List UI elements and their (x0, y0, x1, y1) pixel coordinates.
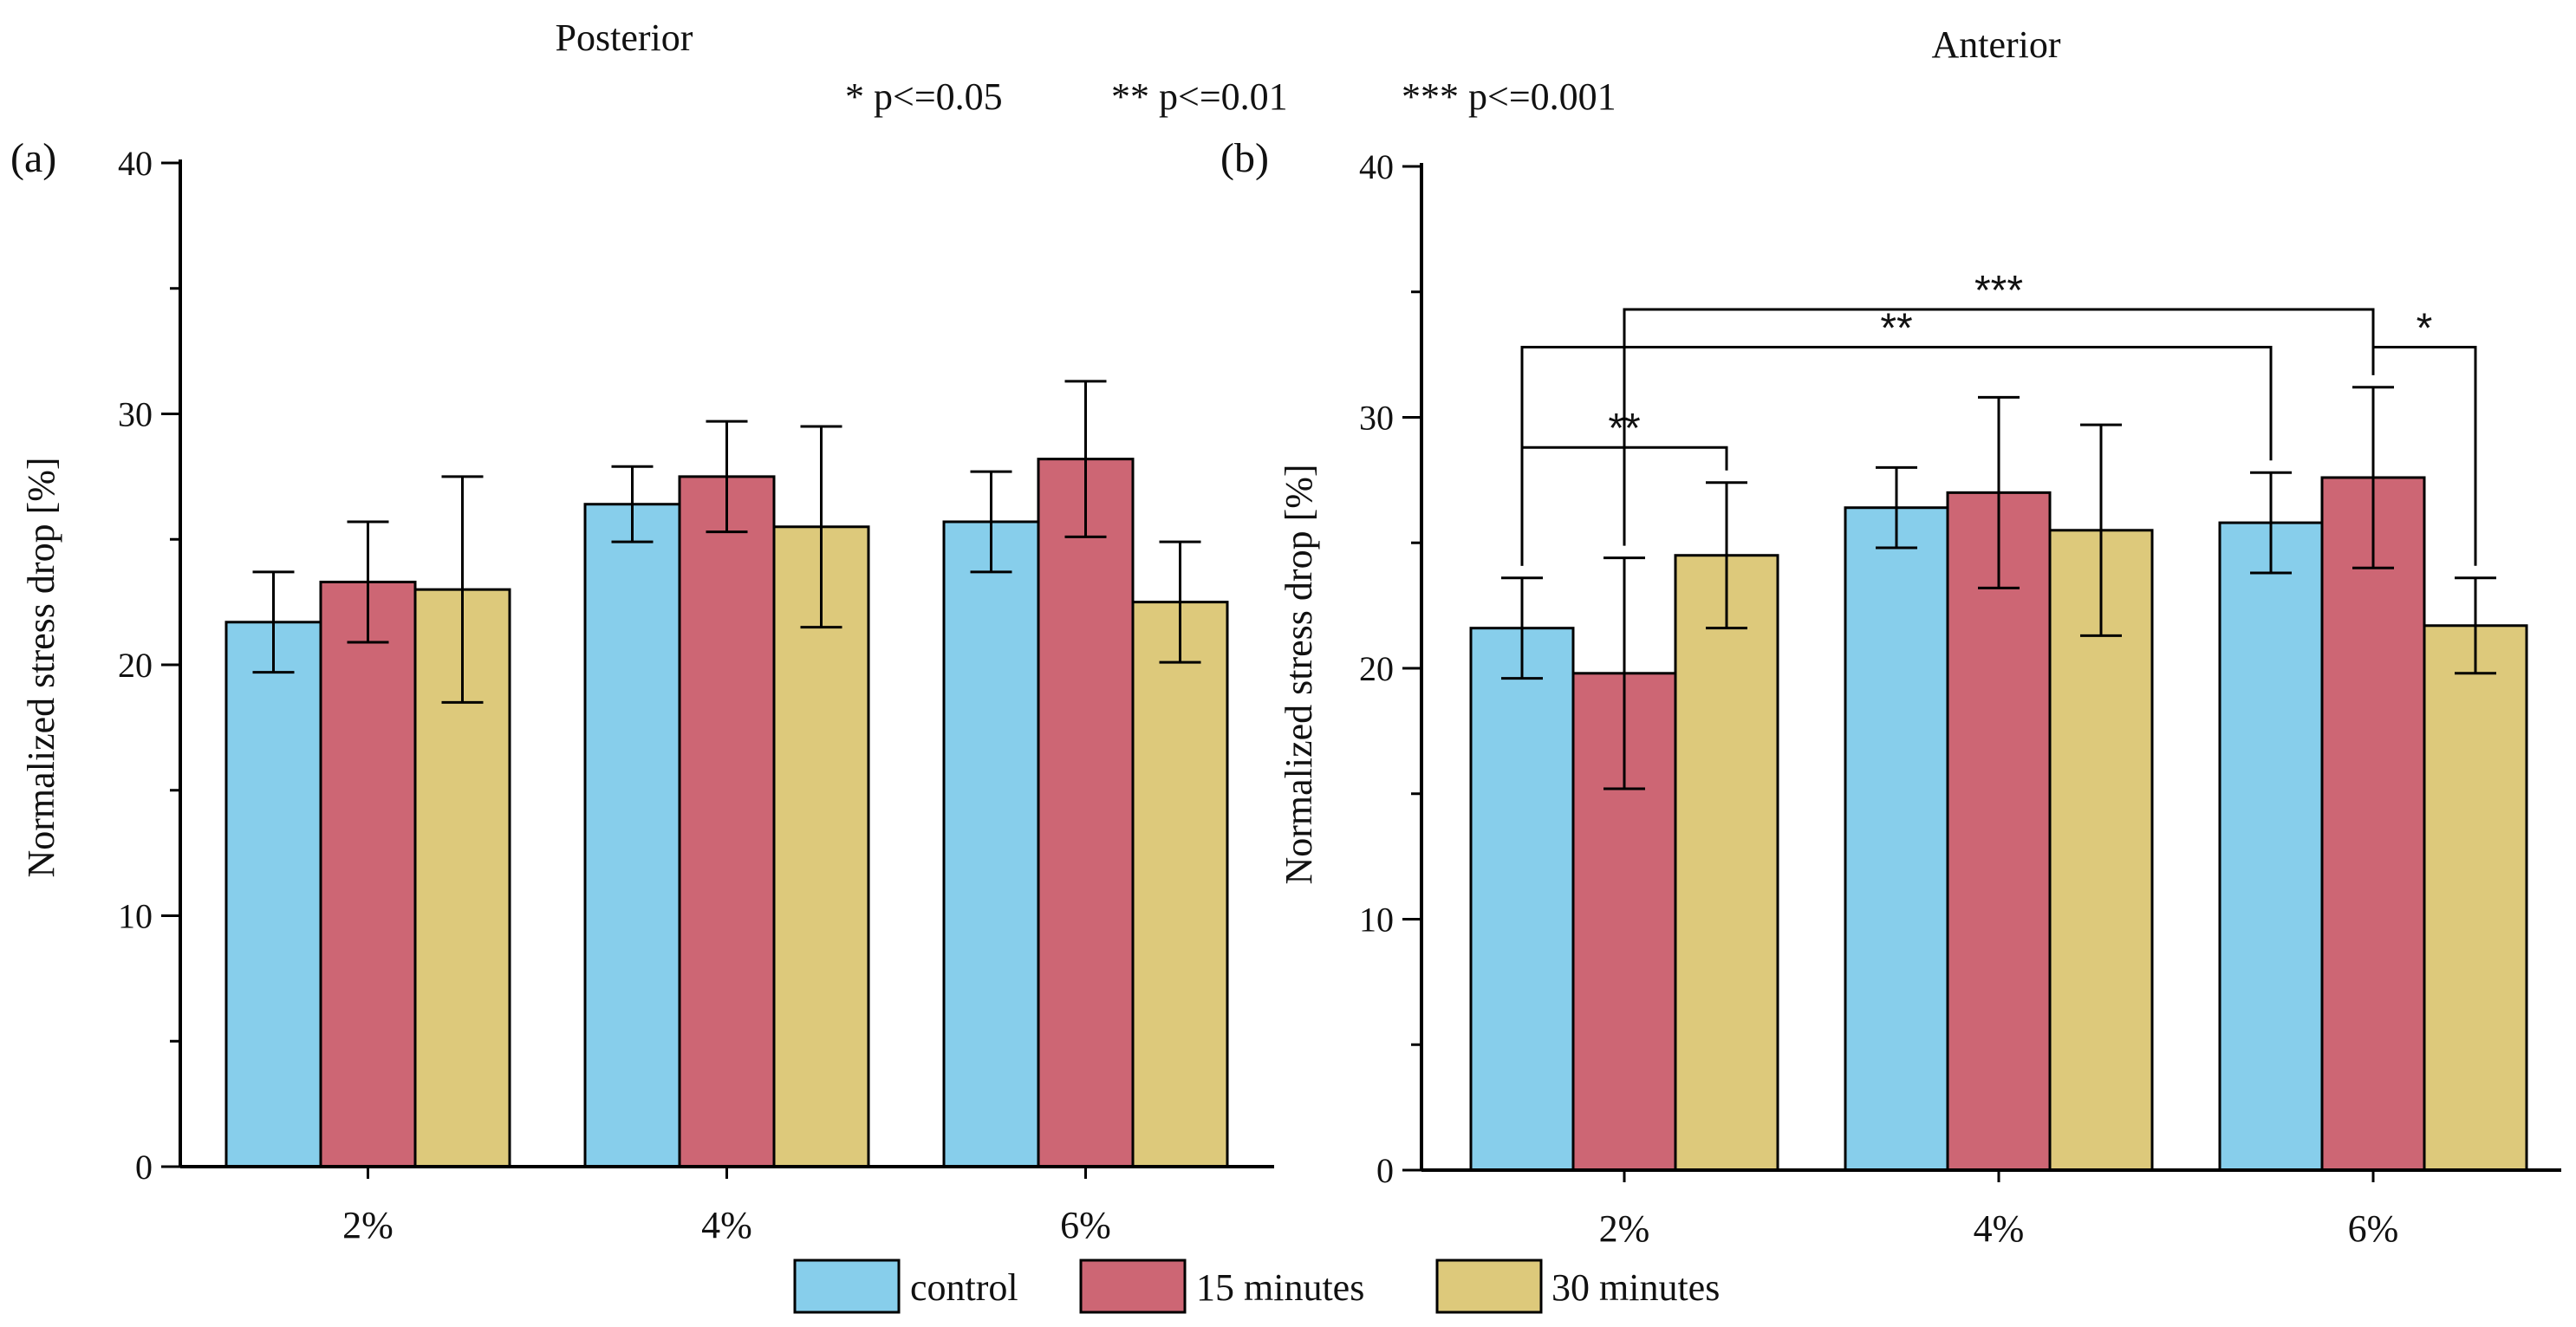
x-tick-label-b-1: 4% (1974, 1207, 2025, 1250)
bar-a-2-0 (942, 520, 1040, 1168)
legend-label-15-minutes: 15 minutes (1196, 1266, 1364, 1309)
legend: control 15 minutes 30 minutes (793, 1259, 1720, 1314)
bar-a-2-1 (1037, 458, 1135, 1168)
significance-label-3: * (2417, 305, 2433, 351)
x-tick-label-b-0: 2% (1599, 1207, 1650, 1250)
legend-label-30-minutes: 30 minutes (1551, 1266, 1720, 1309)
bar-a-1-1 (678, 475, 776, 1168)
x-tick-label-b-2: 6% (2348, 1207, 2399, 1250)
panel-b-label: (b) (1220, 135, 1269, 181)
x-tick-label-a-2: 6% (1060, 1204, 1111, 1246)
bar-b-2-0 (2218, 521, 2324, 1172)
p-value-note-2: ** p<=0.01 (1111, 75, 1288, 118)
panel-b-title: Anterior (1931, 23, 2060, 66)
x-tick-label-a-0: 2% (342, 1204, 394, 1246)
panel-a-title: Posterior (556, 16, 693, 59)
p-value-note-1: * p<=0.05 (845, 75, 1003, 118)
significance-bracket-2 (1623, 308, 2375, 546)
legend-swatch-15-minutes (1079, 1259, 1187, 1314)
significance-bracket-3 (2371, 345, 2477, 566)
bar-a-1-2 (772, 525, 870, 1168)
significance-bracket-1 (1520, 345, 2273, 566)
bar-b-1-1 (1946, 491, 2052, 1172)
y-tick-label-a-10: 10 (118, 897, 153, 936)
bar-b-0-2 (1674, 554, 1779, 1172)
y-tick-label-a-30: 30 (118, 395, 153, 434)
y-tick-label-b-0: 0 (1376, 1151, 1394, 1190)
bar-b-2-1 (2320, 476, 2426, 1172)
y-tick-label-b-20: 20 (1359, 649, 1394, 688)
p-value-note-3: *** p<=0.001 (1402, 75, 1617, 118)
legend-label-control: control (910, 1266, 1018, 1309)
bar-b-0-0 (1469, 627, 1575, 1172)
bar-a-1-0 (583, 503, 681, 1168)
x-tick-label-a-1: 4% (701, 1204, 752, 1246)
legend-swatch-30-minutes (1435, 1259, 1543, 1314)
significance-label-2: *** (1974, 268, 2023, 314)
bar-b-1-0 (1844, 506, 1949, 1172)
significance-label-1: ** (1880, 305, 1912, 351)
panel-a-y-axis-label: Normalized stress drop [%] (20, 457, 62, 877)
y-tick-label-a-40: 40 (118, 144, 153, 183)
bar-a-2-2 (1131, 601, 1229, 1168)
legend-swatch-control (793, 1259, 901, 1314)
bar-a-0-0 (224, 621, 322, 1168)
bar-b-2-2 (2423, 624, 2528, 1172)
y-tick-label-a-20: 20 (118, 646, 153, 685)
y-tick-label-b-40: 40 (1359, 147, 1394, 186)
panel-a-label: (a) (10, 135, 56, 181)
bar-a-0-1 (319, 580, 417, 1168)
y-tick-label-b-10: 10 (1359, 901, 1394, 940)
y-tick-label-b-30: 30 (1359, 399, 1394, 438)
y-tick-label-a-0: 0 (135, 1148, 153, 1187)
chart-posterior: 0 10 20 30 40 2% 4% 6% (118, 144, 1274, 1246)
panel-b-y-axis-label: Normalized stress drop [%] (1278, 464, 1320, 884)
